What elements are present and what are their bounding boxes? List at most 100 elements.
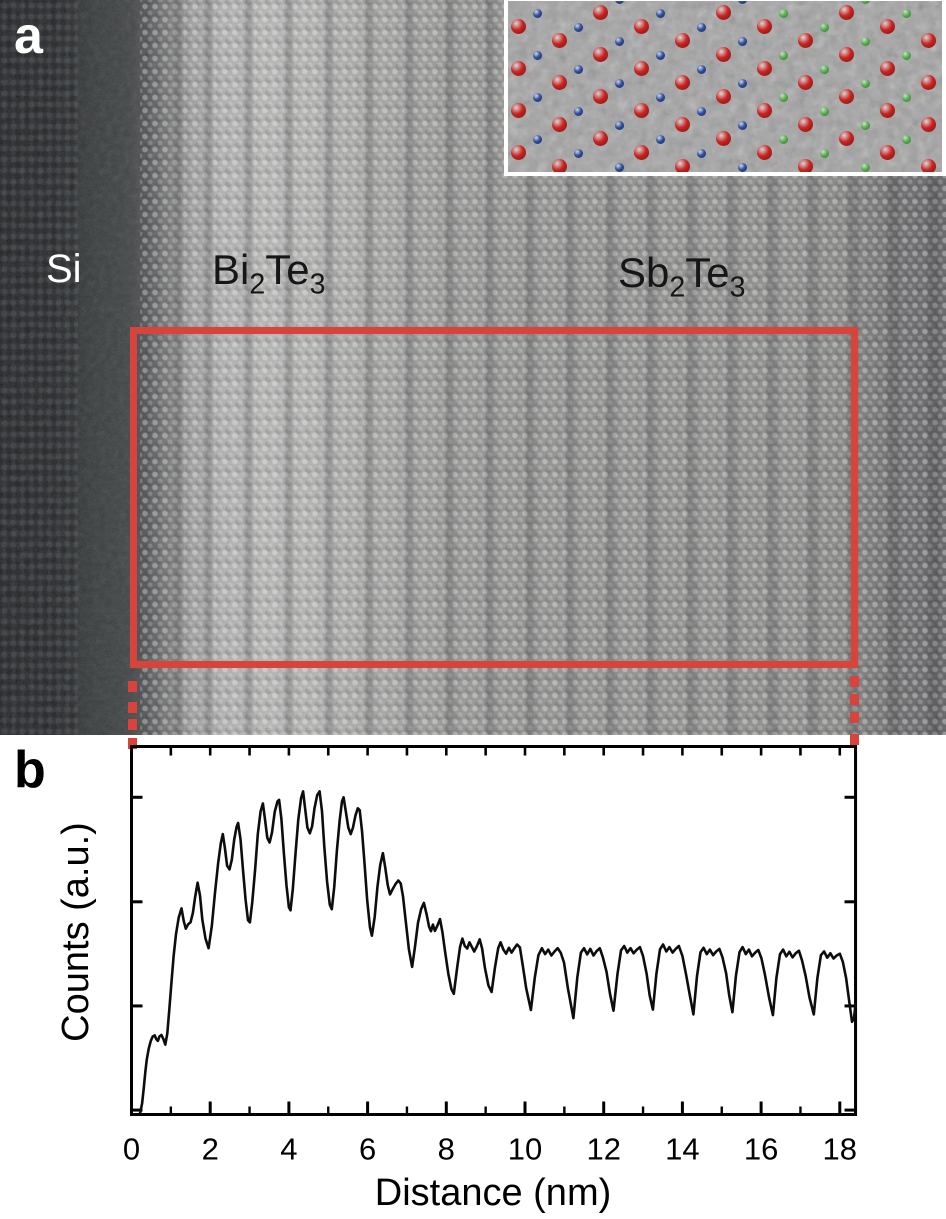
green-atom: [778, 134, 788, 144]
blue-atom: [614, 162, 624, 172]
inset-atomic-model: [504, 0, 946, 176]
blue-atom: [737, 78, 747, 88]
green-atom: [901, 8, 911, 18]
red-atom: [510, 144, 526, 160]
blue-atom: [532, 92, 542, 102]
red-atom: [797, 32, 813, 48]
red-atom: [839, 173, 854, 177]
x-tick-label: 2: [202, 1132, 219, 1167]
x-tick-label: 10: [508, 1132, 542, 1167]
red-atom: [674, 74, 690, 90]
panel-a-label: a: [14, 7, 43, 65]
blue-atom: [737, 1, 747, 4]
red-atom: [756, 102, 772, 118]
micrograph-noise: [0, 0, 946, 735]
red-atom: [633, 60, 649, 76]
red-atom: [633, 102, 649, 118]
red-atom: [510, 102, 526, 118]
roi-rectangle: [130, 327, 858, 668]
red-atom: [716, 173, 731, 177]
green-atom: [943, 65, 946, 74]
red-atom: [715, 4, 731, 20]
roi-dash: [850, 694, 859, 705]
green-atom: [860, 36, 870, 46]
red-atom: [551, 116, 567, 132]
roi-dash: [850, 712, 859, 723]
roi-dash: [850, 676, 859, 687]
x-tick-label: 18: [823, 1132, 857, 1167]
red-atom: [551, 158, 567, 172]
red-atom: [715, 88, 731, 104]
green-atom: [860, 120, 870, 130]
red-atom: [756, 18, 772, 34]
green-atom: [901, 50, 911, 60]
blue-atom: [532, 50, 542, 60]
red-atom: [510, 18, 526, 34]
blue-atom: [655, 134, 665, 144]
x-axis-title: Distance (nm): [374, 1172, 612, 1214]
blue-atom: [655, 92, 665, 102]
blue-atom: [696, 148, 706, 158]
roi-dash: [850, 734, 859, 745]
red-atom: [879, 18, 895, 34]
roi-dash: [128, 738, 137, 749]
roi-dash: [128, 719, 137, 730]
green-atom: [901, 134, 911, 144]
blue-atom: [532, 134, 542, 144]
red-atom: [838, 46, 854, 62]
x-tick-label: 8: [438, 1132, 455, 1167]
red-atom: [674, 158, 690, 172]
red-atom: [674, 116, 690, 132]
sb2te3-region-label: Sb2Te3: [618, 249, 746, 304]
roi-dash: [128, 702, 137, 713]
red-atom: [920, 116, 936, 132]
green-atom: [819, 64, 829, 74]
blue-atom: [696, 106, 706, 116]
green-atom: [860, 1, 870, 4]
green-atom: [819, 22, 829, 32]
green-atom: [860, 78, 870, 88]
x-tick-label: 16: [744, 1132, 778, 1167]
blue-atom: [737, 162, 747, 172]
blue-atom: [737, 120, 747, 130]
red-atom: [756, 144, 772, 160]
red-atom: [838, 130, 854, 146]
blue-atom: [696, 64, 706, 74]
blue-atom: [573, 22, 583, 32]
green-atom: [778, 92, 788, 102]
blue-atom: [614, 36, 624, 46]
blue-atom: [532, 8, 542, 18]
red-atom: [920, 32, 936, 48]
green-atom: [901, 92, 911, 102]
blue-atom: [573, 106, 583, 116]
red-atom: [633, 144, 649, 160]
roi-dash: [128, 681, 137, 692]
blue-atom: [614, 1, 624, 4]
plot-canvas: 0 2 4 6 8 10 12 14 16 18: [123, 745, 857, 1167]
red-atom: [510, 60, 526, 76]
red-atom: [551, 74, 567, 90]
red-atom: [879, 102, 895, 118]
red-atom: [715, 130, 731, 146]
blue-atom: [573, 148, 583, 158]
bi2te3-region-label: Bi2Te3: [212, 246, 326, 301]
green-atom: [943, 23, 946, 32]
line-profile-plot: 0 2 4 6 8 10 12 14 16 18 Distance (nm) Counts (a.…: [0, 735, 946, 1219]
red-atom: [920, 158, 936, 172]
green-atom: [943, 149, 946, 158]
green-atom: [943, 107, 946, 116]
red-atom: [551, 32, 567, 48]
blue-atom: [573, 64, 583, 74]
red-atom: [838, 4, 854, 20]
red-atom: [715, 46, 731, 62]
green-atom: [778, 50, 788, 60]
red-atom: [920, 74, 936, 90]
x-tick-label: 4: [280, 1132, 297, 1167]
red-atom: [592, 88, 608, 104]
x-tick-label: 6: [359, 1132, 376, 1167]
red-atom: [593, 173, 608, 177]
red-atom: [756, 60, 772, 76]
red-atom: [797, 74, 813, 90]
red-atom: [838, 88, 854, 104]
